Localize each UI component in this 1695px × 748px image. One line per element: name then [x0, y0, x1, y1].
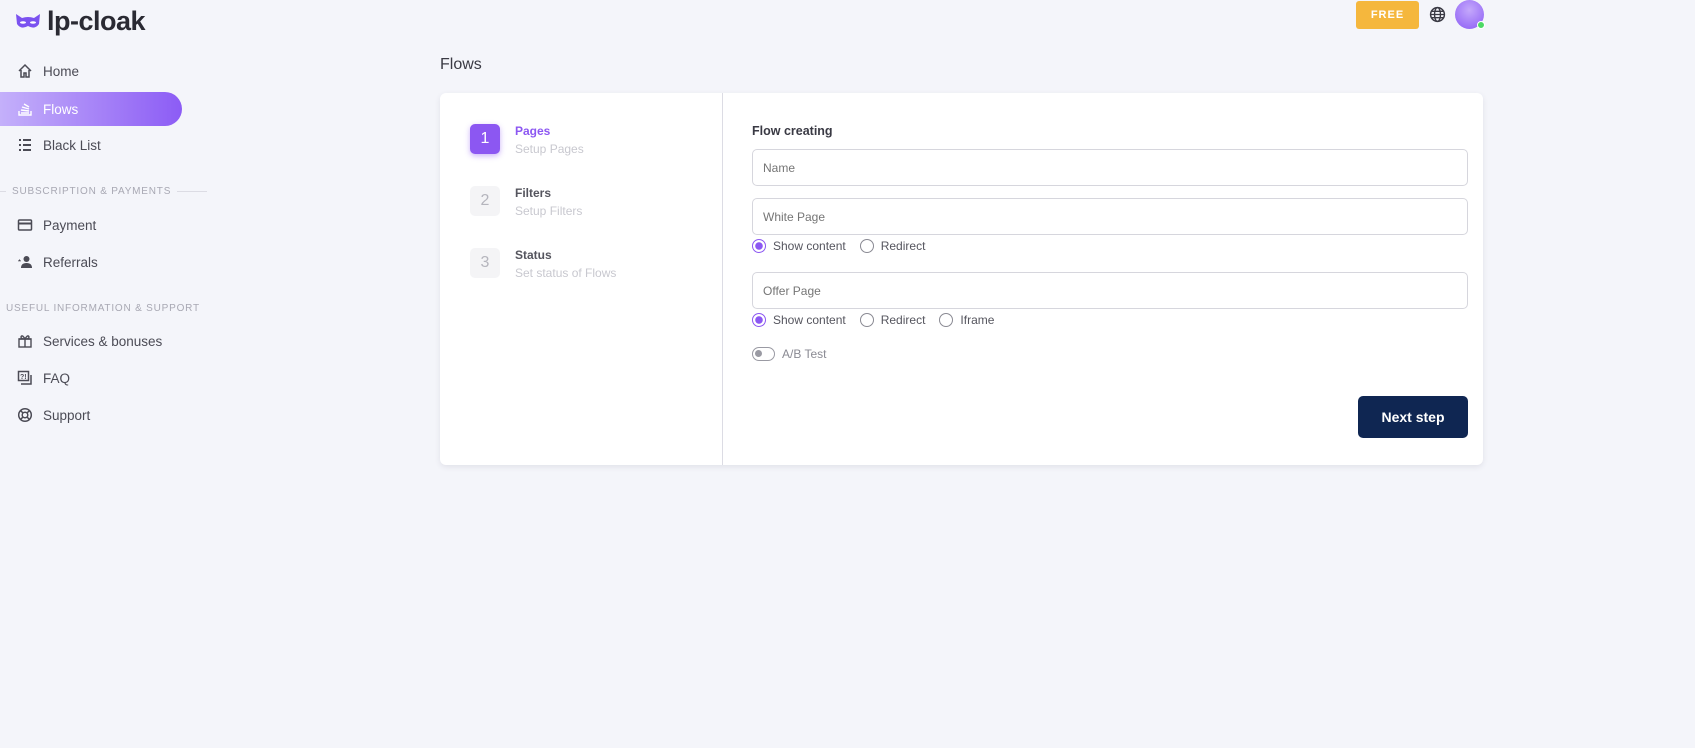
- step-number: 2: [470, 186, 500, 216]
- sidebar-item-services[interactable]: Services & bonuses: [0, 324, 182, 358]
- mask-logo-icon: [16, 13, 40, 28]
- radio-offer-iframe[interactable]: Iframe: [939, 313, 994, 327]
- step-subtitle: Setup Filters: [515, 204, 583, 218]
- toggle-switch[interactable]: [752, 347, 775, 361]
- radio-offer-show-content[interactable]: Show content: [752, 313, 846, 327]
- name-input[interactable]: [752, 149, 1468, 186]
- step-title: Filters: [515, 186, 552, 200]
- plan-badge[interactable]: FREE: [1356, 1, 1419, 29]
- next-step-button[interactable]: Next step: [1358, 396, 1468, 438]
- globe-icon[interactable]: [1429, 6, 1446, 23]
- radio-offer-redirect[interactable]: Redirect: [859, 313, 925, 327]
- radio-checked-icon: [752, 313, 766, 327]
- step-title: Status: [515, 248, 552, 262]
- step-number: 1: [470, 124, 500, 154]
- step-status[interactable]: 3 Status Set status of Flows: [470, 248, 616, 280]
- step-subtitle: Setup Pages: [515, 142, 584, 156]
- sidebar-item-referrals[interactable]: Referrals: [0, 245, 182, 279]
- flow-wizard-card: 1 Pages Setup Pages 2 Filters Setup Filter…: [440, 93, 1483, 465]
- radio-checked-icon: [752, 239, 766, 253]
- white-page-input[interactable]: [752, 198, 1468, 235]
- radio-unchecked-icon: [939, 313, 954, 327]
- sidebar-item-flows[interactable]: Flows: [0, 92, 182, 126]
- step-title: Pages: [515, 124, 551, 138]
- form-heading: Flow creating: [752, 124, 833, 138]
- step-pages[interactable]: 1 Pages Setup Pages: [470, 124, 584, 156]
- sidebar-item-support[interactable]: Support: [0, 398, 182, 432]
- user-star-icon: [18, 256, 32, 268]
- home-icon: [18, 63, 32, 78]
- offer-page-mode: Show content Redirect Iframe: [752, 313, 994, 327]
- radio-white-redirect[interactable]: Redirect: [859, 239, 925, 253]
- radio-unchecked-icon: [859, 239, 874, 253]
- white-page-mode: Show content Redirect: [752, 239, 925, 253]
- faq-icon: ?!: [17, 370, 32, 385]
- lifebuoy-icon: [17, 407, 33, 423]
- section-header-subscription: SUBSCRIPTION & PAYMENTS: [0, 186, 208, 197]
- gift-icon: [18, 335, 32, 348]
- radio-unchecked-icon: [859, 313, 874, 327]
- radio-white-show-content[interactable]: Show content: [752, 239, 846, 253]
- offer-page-input[interactable]: [752, 272, 1468, 309]
- avatar[interactable]: [1455, 0, 1485, 29]
- step-filters[interactable]: 2 Filters Setup Filters: [470, 186, 582, 218]
- sidebar-item-home[interactable]: Home: [0, 54, 182, 88]
- step-subtitle: Set status of Flows: [515, 266, 617, 280]
- divider: [722, 93, 723, 465]
- svg-text:?!: ?!: [20, 374, 27, 381]
- list-icon: [19, 139, 31, 151]
- step-number: 3: [470, 248, 500, 278]
- sidebar-item-payment[interactable]: Payment: [0, 208, 182, 242]
- flows-icon: [18, 103, 32, 116]
- sidebar-item-faq[interactable]: ?! FAQ: [0, 361, 182, 395]
- sidebar-item-black-list[interactable]: Black List: [0, 128, 182, 162]
- ab-test-toggle[interactable]: A/B Test: [752, 347, 826, 361]
- credit-card-icon: [17, 219, 33, 231]
- logo[interactable]: lp-cloak: [15, 6, 146, 37]
- online-status-dot: [1477, 21, 1485, 29]
- section-header-support: USEFUL INFORMATION & SUPPORT: [6, 303, 200, 314]
- page-title: Flows: [440, 56, 482, 73]
